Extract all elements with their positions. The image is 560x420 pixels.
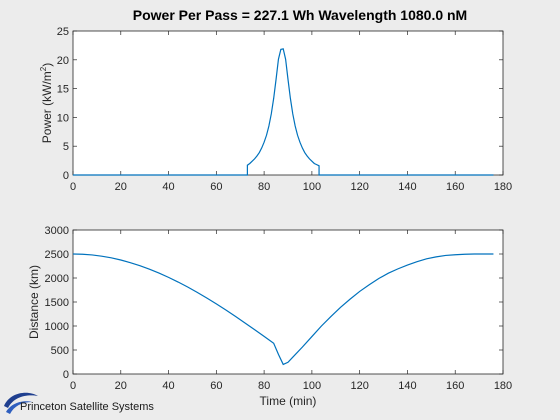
swoosh-logo-icon <box>4 392 38 414</box>
distance-x-tick-label: 120 <box>350 380 368 392</box>
distance-y-tick-label: 3000 <box>45 225 69 237</box>
power-x-tick-label: 180 <box>494 181 512 193</box>
distance-x-tick-label: 40 <box>162 380 174 392</box>
distance-x-tick-label: 20 <box>115 380 127 392</box>
company-name: Princeton Satellite Systems <box>20 401 154 413</box>
power-x-tick-label: 40 <box>162 181 174 193</box>
distance-x-tick-label: 140 <box>398 380 416 392</box>
power-y-tick-label: 15 <box>57 84 69 96</box>
power-x-tick-label: 160 <box>446 181 464 193</box>
distance-x-tick-label: 80 <box>258 380 270 392</box>
power-x-tick-label: 120 <box>350 181 368 193</box>
power-y-tick-label: 10 <box>57 112 69 124</box>
power-x-tick-label: 140 <box>398 181 416 193</box>
distance-x-tick-label: 60 <box>210 380 222 392</box>
power-y-tick-label: 20 <box>57 55 69 67</box>
power-series-line <box>73 48 494 176</box>
distance-y-tick-label: 2500 <box>45 249 69 261</box>
power-x-tick-label: 0 <box>70 181 76 193</box>
distance-series-line <box>72 253 494 366</box>
distance-x-tick-label: 0 <box>70 380 76 392</box>
distance-y-tick-label: 1000 <box>45 321 69 333</box>
power-y-tick-label: 0 <box>63 170 69 182</box>
power-axes: 0 20 40 60 80 100 120 140 160 180 0 5 10 15 20 25 Power… <box>39 26 512 193</box>
distance-y-tick-label: 0 <box>63 369 69 381</box>
figure-title: Power Per Pass = 227.1 Wh Wavelength 108… <box>133 7 467 23</box>
distance-plot-area <box>73 230 503 374</box>
distance-y-tick-label: 500 <box>51 345 69 357</box>
time-x-axis-label: Time (min) <box>260 394 317 408</box>
company-logo: Princeton Satellite Systems <box>2 388 162 418</box>
distance-x-tick-label: 180 <box>494 380 512 392</box>
distance-y-tick-label: 2000 <box>45 273 69 285</box>
power-x-tick-label: 80 <box>258 181 270 193</box>
distance-x-tick-label: 100 <box>303 380 321 392</box>
power-x-tick-label: 60 <box>210 181 222 193</box>
power-y-tick-label: 25 <box>57 26 69 38</box>
power-y-axis-label: Power (kW/m2) <box>39 63 54 143</box>
distance-x-tick-label: 160 <box>446 380 464 392</box>
power-x-tick-label: 20 <box>115 181 127 193</box>
power-axes-frame <box>72 30 504 176</box>
power-plot-area <box>73 31 503 175</box>
distance-y-tick-label: 1500 <box>45 297 69 309</box>
distance-axes: 0 20 40 60 80 100 120 140 160 180 0 500 1000 1500 2000… <box>27 225 512 408</box>
distance-y-axis-label: Distance (km) <box>27 265 41 339</box>
power-y-tick-label: 5 <box>63 141 69 153</box>
power-x-tick-label: 100 <box>303 181 321 193</box>
